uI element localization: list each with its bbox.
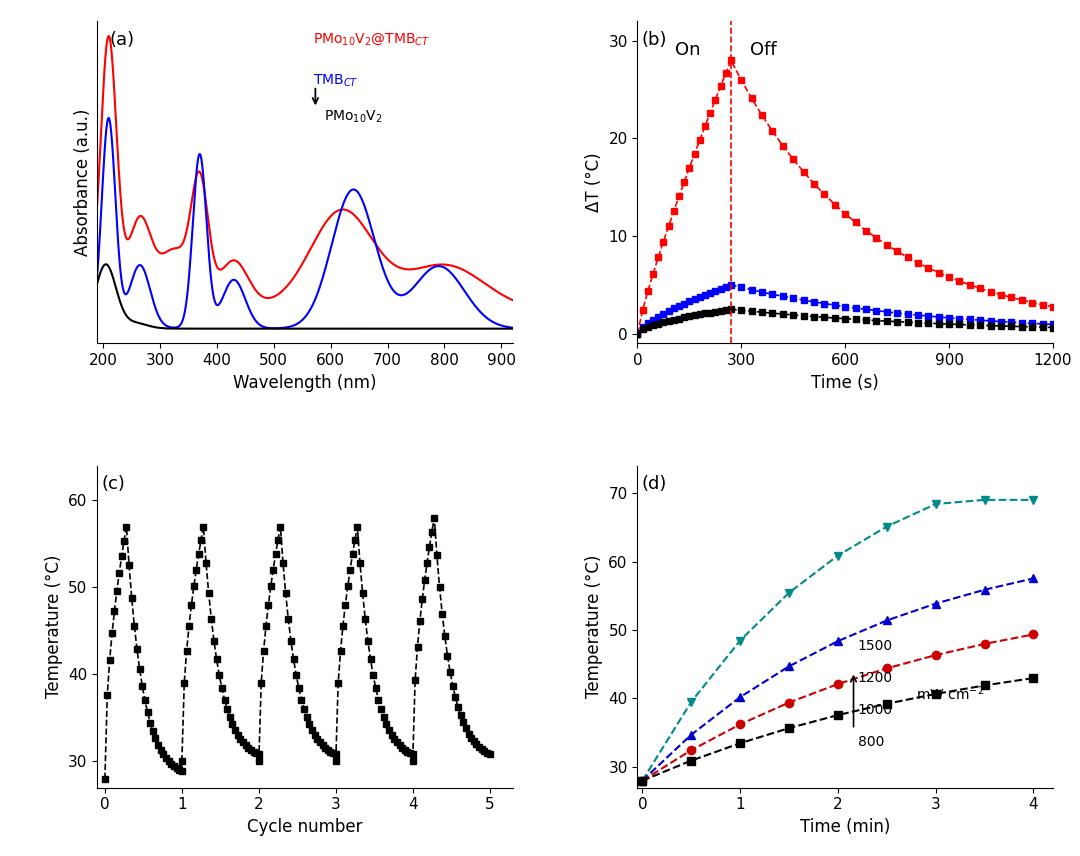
Y-axis label: Temperature (°C): Temperature (°C) — [584, 555, 603, 698]
Text: 1200: 1200 — [858, 671, 893, 685]
Text: PMo$_{10}$V$_2$: PMo$_{10}$V$_2$ — [324, 109, 382, 125]
Y-axis label: ΔT (°C): ΔT (°C) — [584, 152, 603, 212]
X-axis label: Time (min): Time (min) — [800, 817, 890, 835]
X-axis label: Cycle number: Cycle number — [247, 817, 363, 835]
Text: (d): (d) — [642, 475, 667, 493]
X-axis label: Time (s): Time (s) — [811, 373, 879, 391]
Text: (b): (b) — [642, 31, 667, 49]
Text: (c): (c) — [102, 475, 125, 493]
X-axis label: Wavelength (nm): Wavelength (nm) — [233, 373, 377, 391]
Text: Off: Off — [750, 41, 777, 59]
Text: (a): (a) — [110, 31, 135, 49]
Y-axis label: Temperature (°C): Temperature (°C) — [44, 555, 63, 698]
Text: TMB$_{CT}$: TMB$_{CT}$ — [313, 73, 359, 89]
Text: PMo$_{10}$V$_2$@TMB$_{CT}$: PMo$_{10}$V$_2$@TMB$_{CT}$ — [313, 31, 431, 47]
Text: 800: 800 — [858, 735, 885, 750]
Text: On: On — [675, 41, 700, 59]
Text: mW cm$^{-2}$: mW cm$^{-2}$ — [916, 685, 984, 704]
Text: 1500: 1500 — [858, 639, 893, 653]
Text: 1000: 1000 — [858, 704, 893, 717]
Y-axis label: Absorbance (a.u.): Absorbance (a.u.) — [73, 109, 92, 256]
